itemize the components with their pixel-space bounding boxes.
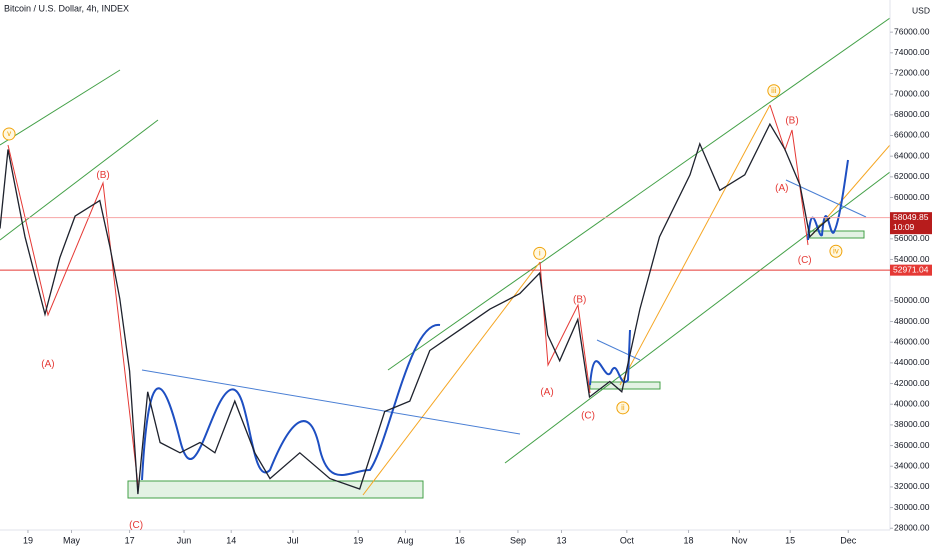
wave-sketch xyxy=(141,323,441,481)
wave-label: (B) xyxy=(573,294,586,305)
price-label: 58049.85 xyxy=(893,212,929,222)
x-tick-label: 19 xyxy=(23,535,33,545)
x-tick-label: 15 xyxy=(785,535,795,545)
wave-label: iii xyxy=(771,86,777,95)
y-tick-label: 64000.00 xyxy=(894,150,930,160)
wave-sketch xyxy=(589,329,631,386)
trend-line xyxy=(619,104,771,386)
channel-line xyxy=(0,119,159,241)
y-tick-label: 72000.00 xyxy=(894,68,930,78)
wave-label: (A) xyxy=(41,359,54,370)
channel-line xyxy=(0,69,121,146)
y-unit: USD xyxy=(912,5,930,15)
wave-label: iv xyxy=(833,246,839,255)
x-tick-label: 14 xyxy=(226,535,236,545)
y-tick-label: 32000.00 xyxy=(894,481,930,491)
wave-line xyxy=(7,144,139,486)
x-tick-label: 16 xyxy=(455,535,465,545)
trend-line xyxy=(811,144,891,236)
trend-line xyxy=(362,261,541,496)
x-tick-label: 18 xyxy=(684,535,694,545)
x-tick-label: Dec xyxy=(840,535,857,545)
x-tick-label: Jun xyxy=(177,535,192,545)
wave-circle xyxy=(533,246,547,260)
x-tick-label: Aug xyxy=(397,535,413,545)
trend-line xyxy=(141,369,521,435)
wave-line xyxy=(539,261,591,394)
x-tick-label: 17 xyxy=(125,535,135,545)
y-tick-label: 56000.00 xyxy=(894,233,930,243)
x-tick-label: May xyxy=(63,535,81,545)
y-tick-label: 40000.00 xyxy=(894,398,930,408)
y-tick-label: 54000.00 xyxy=(894,254,930,264)
y-tick-label: 44000.00 xyxy=(894,357,930,367)
x-tick-label: Nov xyxy=(731,535,748,545)
wave-label: (A) xyxy=(775,183,788,194)
wave-label: (B) xyxy=(96,170,109,181)
y-tick-label: 50000.00 xyxy=(894,295,930,305)
y-tick-label: 46000.00 xyxy=(894,336,930,346)
support-zone xyxy=(127,480,424,499)
y-tick-label: 76000.00 xyxy=(894,26,930,36)
wave-circle xyxy=(829,244,843,258)
wave-label: ii xyxy=(621,403,625,412)
wave-label: (C) xyxy=(129,520,143,531)
price-sublabel: 10:09 xyxy=(893,222,915,232)
x-tick-label: Jul xyxy=(287,535,299,545)
y-tick-label: 42000.00 xyxy=(894,378,930,388)
price-line-series xyxy=(0,122,831,495)
wave-circle xyxy=(2,127,16,141)
wave-label: v xyxy=(7,129,11,138)
trend-line xyxy=(596,339,641,361)
y-tick-label: 70000.00 xyxy=(894,88,930,98)
wave-label: (B) xyxy=(785,115,798,126)
y-tick-label: 30000.00 xyxy=(894,502,930,512)
y-tick-label: 48000.00 xyxy=(894,316,930,326)
price-label: 52971.04 xyxy=(893,264,929,274)
channel-line xyxy=(387,17,891,371)
y-tick-label: 28000.00 xyxy=(894,522,930,532)
y-tick-label: 68000.00 xyxy=(894,109,930,119)
wave-label: (C) xyxy=(581,411,595,422)
wave-label: (A) xyxy=(540,387,553,398)
y-tick-label: 38000.00 xyxy=(894,419,930,429)
y-tick-label: 66000.00 xyxy=(894,130,930,140)
y-tick-label: 62000.00 xyxy=(894,171,930,181)
price-label-box xyxy=(890,212,932,235)
chart-title: Bitcoin / U.S. Dollar, 4h, INDEX xyxy=(4,3,129,13)
x-tick-label: 13 xyxy=(557,535,567,545)
y-tick-label: 74000.00 xyxy=(894,47,930,57)
y-tick-label: 36000.00 xyxy=(894,440,930,450)
y-tick-label: 34000.00 xyxy=(894,460,930,470)
x-tick-label: Oct xyxy=(620,535,635,545)
wave-label: (C) xyxy=(798,255,812,266)
drawings xyxy=(0,17,891,499)
y-tick-label: 60000.00 xyxy=(894,192,930,202)
wave-label: i xyxy=(539,248,541,257)
wave-circle xyxy=(767,84,781,98)
wave-circle xyxy=(616,401,630,415)
x-tick-label: 19 xyxy=(353,535,363,545)
x-tick-label: Sep xyxy=(510,535,526,545)
price-label-box xyxy=(890,264,932,276)
support-zone xyxy=(807,230,865,239)
